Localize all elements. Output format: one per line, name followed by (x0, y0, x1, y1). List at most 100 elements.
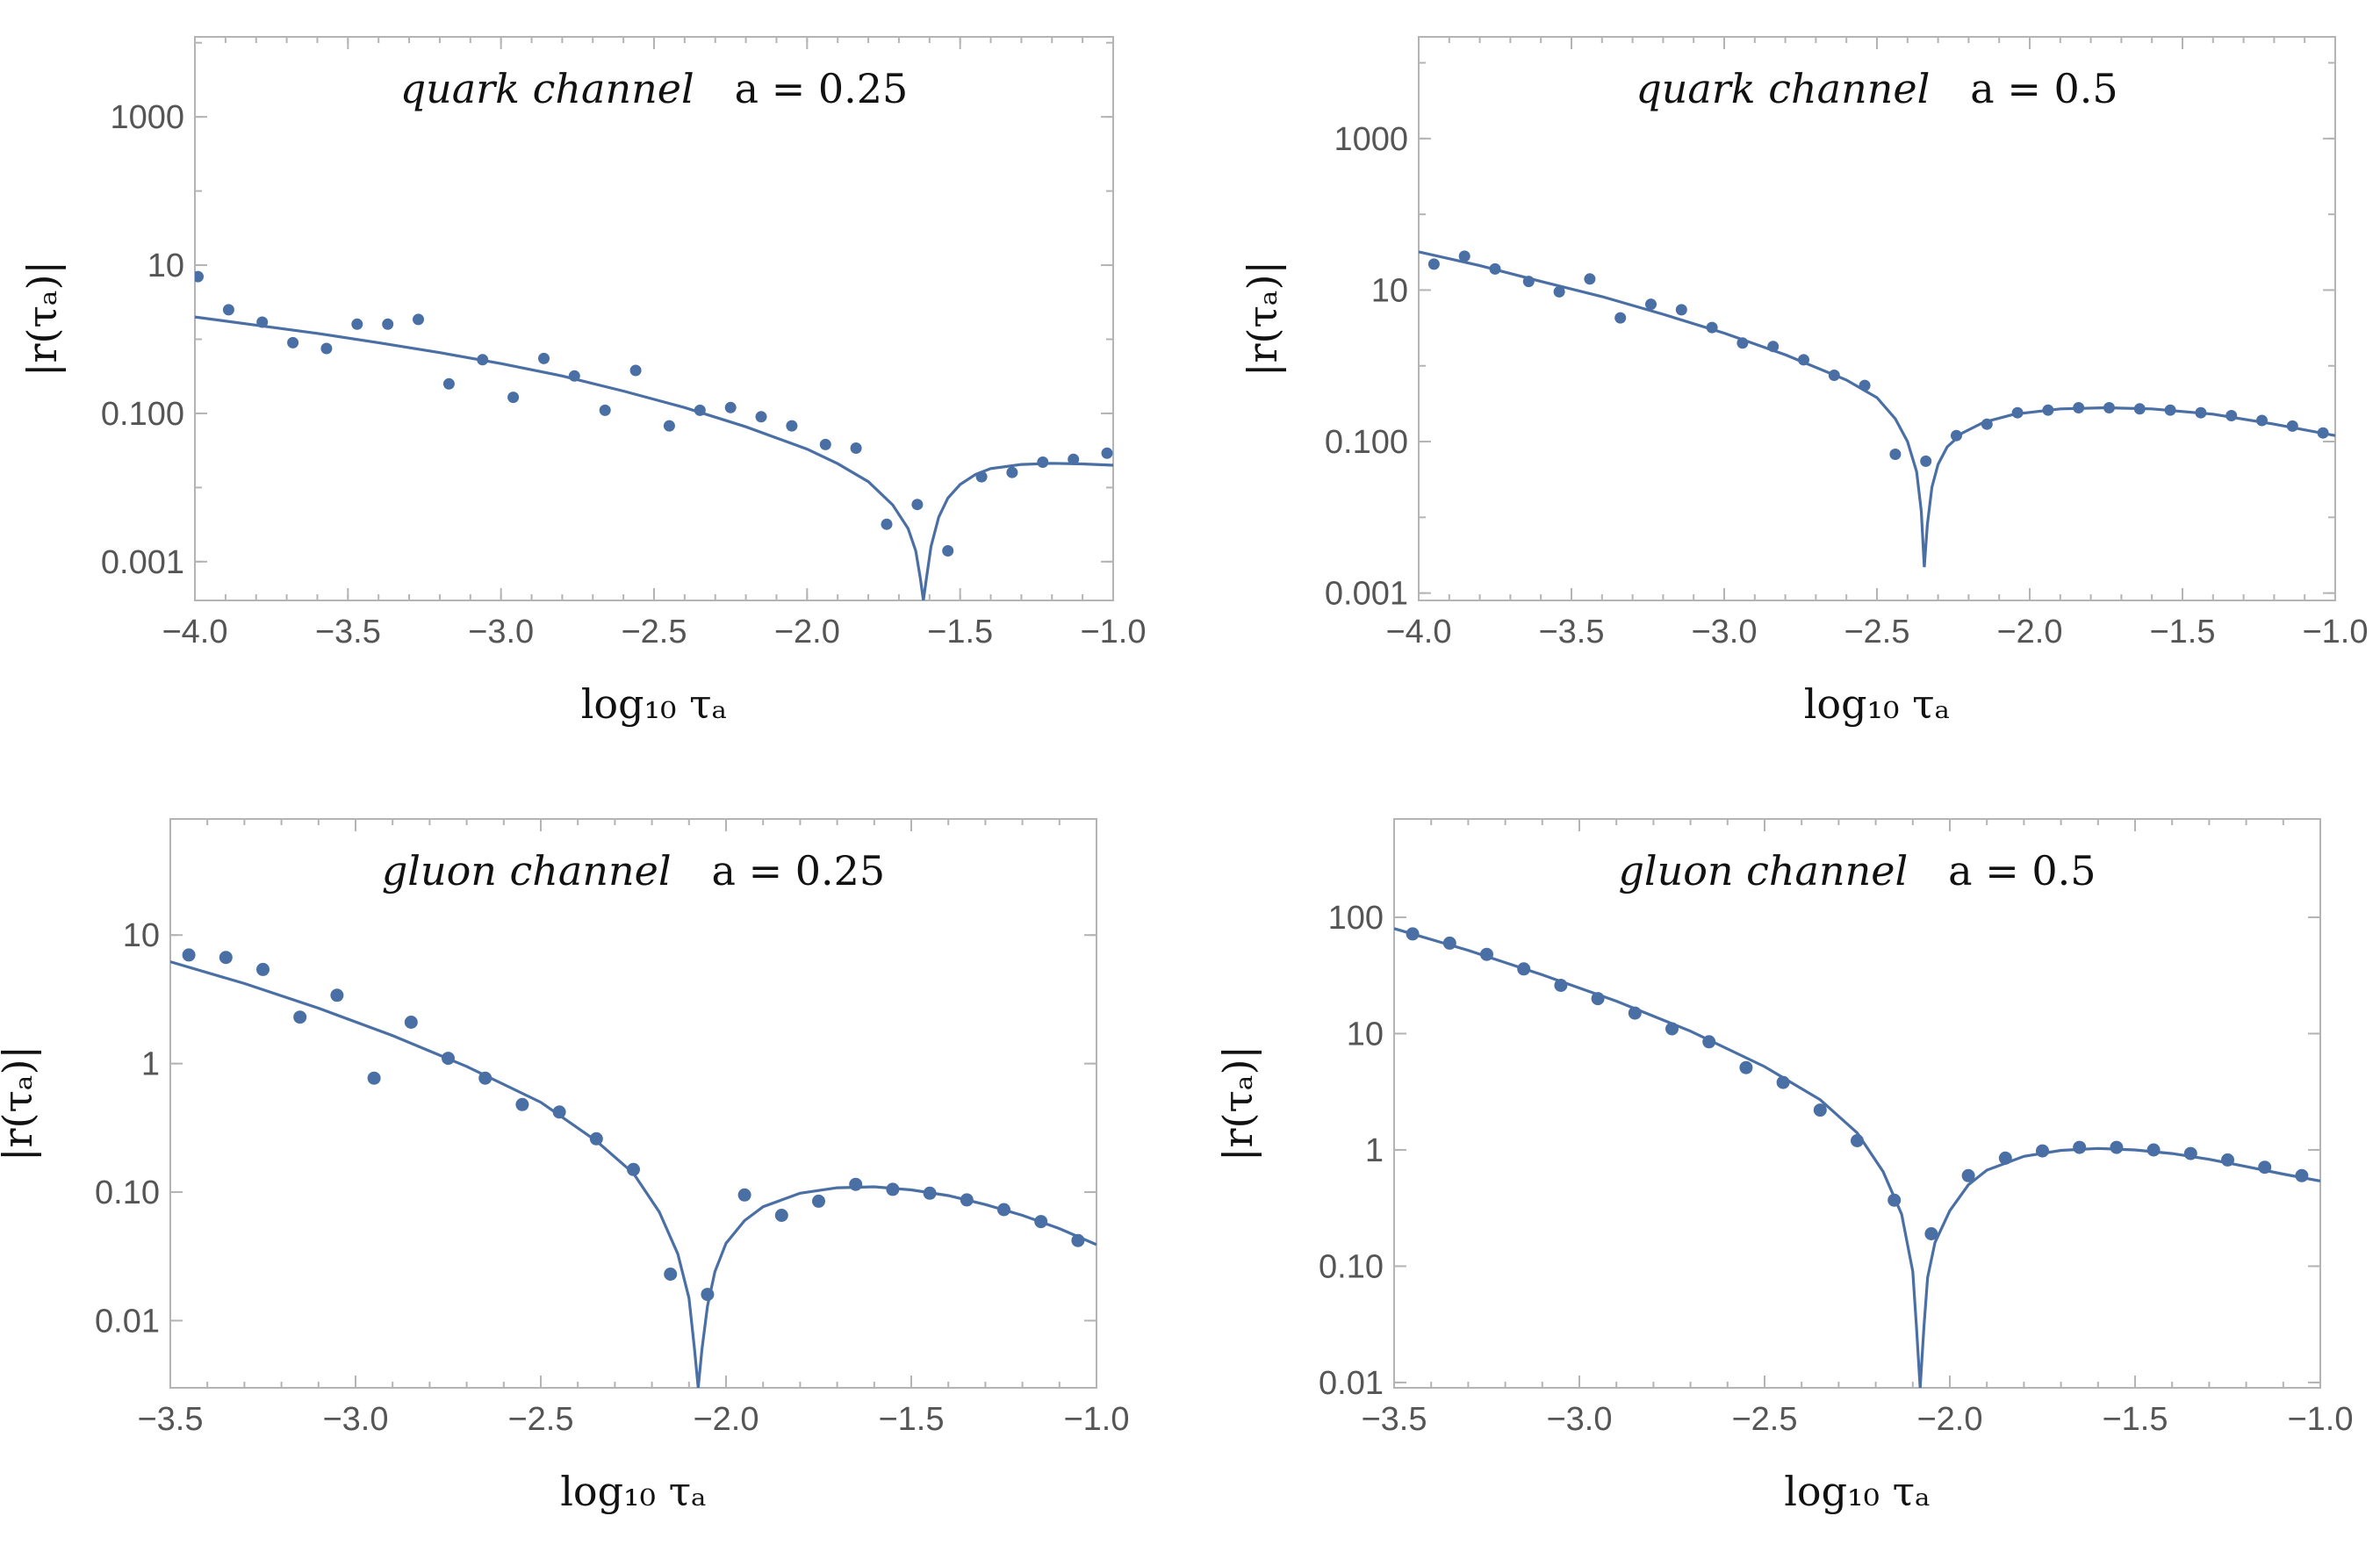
data-point (1739, 1060, 1753, 1074)
x-tick-label: −1.0 (2287, 1401, 2353, 1438)
y-tick-label: 0.001 (101, 544, 184, 581)
x-tick-label: −1.5 (927, 614, 993, 650)
data-point (2073, 1140, 2087, 1154)
y-tick-label: 0.10 (1319, 1248, 1384, 1285)
data-point (404, 1016, 418, 1029)
y-tick-label: 1 (1365, 1132, 1384, 1169)
data-point (1006, 466, 1018, 478)
data-point (1924, 1227, 1938, 1240)
data-point (724, 401, 737, 413)
x-tick-label: −2.0 (1996, 614, 2062, 650)
data-point (222, 304, 234, 316)
y-tick-label: 0.100 (1325, 424, 1408, 461)
plot-area (195, 270, 1113, 600)
fit-curve (170, 960, 1097, 1388)
x-tick-label: −1.5 (2102, 1401, 2168, 1438)
data-point (515, 1097, 529, 1111)
chart-panel-2: −4.0 −3.5 −3.0 −2.5 −2.0 −1.5 −1.0 0.001 0.100 10… (1239, 36, 2369, 728)
chart-title-param: a = 0.25 (735, 65, 909, 112)
x-tick-label: −3.0 (1691, 614, 1757, 650)
plot-area (1394, 927, 2320, 1388)
y-tick-label: 10 (1347, 1016, 1384, 1053)
x-tick-label: −3.0 (322, 1401, 388, 1438)
data-point (786, 420, 798, 432)
data-point (1961, 1168, 1975, 1182)
data-point (737, 1188, 751, 1202)
chart-title-channel: quark channel (1636, 65, 1930, 112)
plot-frame (169, 818, 1097, 1389)
data-point (627, 1162, 640, 1176)
y-tick-label: 100 (1328, 900, 1384, 937)
data-point (629, 364, 642, 377)
chart-title-space (1908, 847, 1948, 894)
data-point (507, 392, 520, 404)
y-axis-label: |r(τₐ)| (0, 1045, 41, 1161)
data-point (552, 1105, 566, 1119)
x-tick-label: −2.5 (507, 1401, 573, 1438)
data-point (413, 313, 424, 326)
data-point (819, 438, 831, 450)
x-tick-label: −2.5 (621, 614, 687, 650)
chart-panel-1: −4.0 −3.5 −3.0 −2.5 −2.0 −1.5 −1.0 0.001 0.100 10… (18, 36, 1147, 728)
y-axis-label: |r(τₐ)| (1214, 1045, 1262, 1161)
chart-title-channel: gluon channel (382, 847, 672, 894)
x-tick-label: −1.0 (1080, 614, 1146, 650)
data-point (293, 1010, 307, 1024)
y-tick-label: 10 (147, 248, 184, 284)
data-point (1813, 1103, 1827, 1117)
data-point (287, 336, 299, 348)
chart-title-param: a = 0.5 (1948, 847, 2096, 894)
y-tick-label: 0.10 (95, 1175, 160, 1211)
chart-title-channel: quark channel (400, 65, 694, 112)
data-point (1427, 258, 1440, 270)
data-point (382, 318, 394, 330)
chart-title: gluon channel a = 0.25 (382, 847, 885, 894)
chart-title-channel: gluon channel (1618, 847, 1908, 894)
data-point (442, 377, 455, 390)
x-tick-label: −3.5 (1538, 614, 1604, 650)
data-point (1675, 304, 1687, 316)
y-tick-label: 1000 (110, 99, 184, 136)
chart-title-space (672, 847, 712, 894)
data-point (2110, 1140, 2124, 1154)
y-tick-label: 1000 (1334, 121, 1408, 158)
x-tick-label: −2.5 (1844, 614, 1909, 650)
data-point (812, 1194, 825, 1208)
data-point (942, 545, 954, 557)
x-axis-label: log₁₀ τₐ (560, 1468, 707, 1515)
data-point (599, 404, 611, 416)
x-tick-label: −2.0 (693, 1401, 759, 1438)
x-axis-label: log₁₀ τₐ (581, 680, 728, 728)
plot-area (170, 948, 1097, 1388)
data-point (1920, 455, 1932, 467)
data-point (330, 988, 344, 1002)
y-axis-label: |r(τₐ)| (1239, 261, 1286, 377)
x-tick-label: −1.0 (1063, 1401, 1129, 1438)
data-point (1584, 273, 1596, 285)
x-tick-label: −1.5 (2149, 614, 2215, 650)
x-axis-label: log₁₀ τₐ (1784, 1468, 1931, 1515)
data-point (1889, 449, 1902, 460)
data-point (911, 499, 924, 511)
x-tick-label: −3.0 (1546, 1401, 1612, 1438)
data-point (320, 342, 333, 355)
x-tick-label: −3.5 (1361, 1401, 1427, 1438)
y-tick-label: 1 (141, 1046, 160, 1083)
data-point (538, 352, 550, 364)
y-tick-label: 0.01 (1319, 1365, 1384, 1402)
x-tick-label: −2.5 (1731, 1401, 1797, 1438)
chart-title: gluon channel a = 0.5 (1618, 847, 2096, 894)
y-tick-label: 0.01 (95, 1303, 160, 1340)
data-point (351, 318, 363, 330)
x-axis-label: log₁₀ τₐ (1804, 680, 1951, 728)
data-point (1553, 285, 1565, 298)
chart-panel-3: −3.5 −3.0 −2.5 −2.0 −1.5 −1.0 0.01 0.10 1 10 gluon… (0, 818, 1130, 1515)
data-point (1068, 453, 1080, 465)
data-point (1614, 312, 1627, 324)
y-tick-label: 10 (1371, 272, 1408, 309)
fit-curve (1419, 250, 2335, 568)
plot-frame (1393, 818, 2321, 1389)
x-tick-label: −1.0 (2302, 614, 2368, 650)
data-point (755, 411, 767, 423)
